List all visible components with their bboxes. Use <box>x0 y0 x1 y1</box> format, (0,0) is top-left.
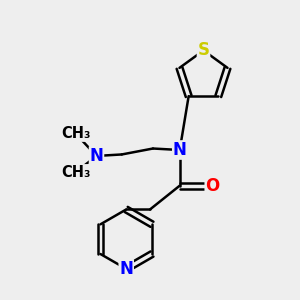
Text: S: S <box>197 41 209 59</box>
Text: N: N <box>119 260 133 278</box>
Text: N: N <box>173 141 187 159</box>
Text: CH₃: CH₃ <box>61 165 90 180</box>
Text: N: N <box>90 147 104 165</box>
Text: CH₃: CH₃ <box>61 126 90 141</box>
Text: O: O <box>205 177 220 195</box>
